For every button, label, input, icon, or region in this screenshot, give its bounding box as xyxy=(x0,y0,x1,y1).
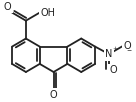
Text: N: N xyxy=(105,49,113,59)
Text: O: O xyxy=(50,90,57,100)
Text: O: O xyxy=(123,41,131,51)
Text: +: + xyxy=(112,46,117,51)
Text: −: − xyxy=(127,48,132,53)
Text: O: O xyxy=(109,65,117,75)
Text: OH: OH xyxy=(40,8,55,18)
Text: O: O xyxy=(4,2,11,12)
